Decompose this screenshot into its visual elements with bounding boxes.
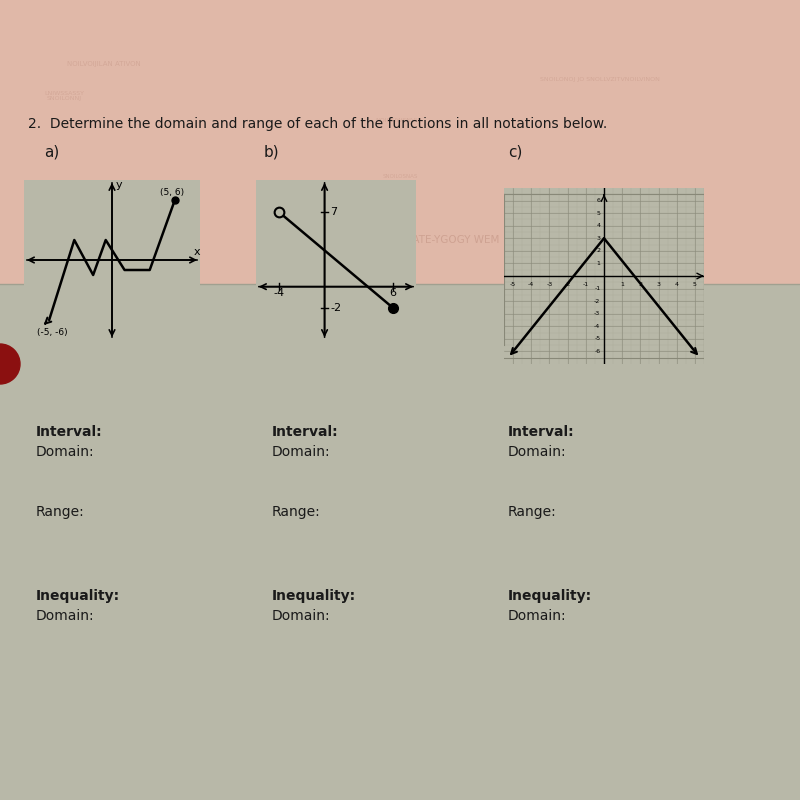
- Text: 5: 5: [597, 210, 600, 216]
- Text: a): a): [44, 145, 59, 159]
- Text: 6: 6: [597, 198, 600, 203]
- Text: Interval:: Interval:: [272, 425, 338, 439]
- Text: x: x: [194, 247, 200, 257]
- Text: b): b): [264, 145, 280, 159]
- Text: Domain:: Domain:: [508, 609, 566, 623]
- Text: 3: 3: [596, 236, 600, 241]
- Text: NOILVOIJILAN ATIVON: NOILVOIJILAN ATIVON: [67, 61, 141, 67]
- Text: 4: 4: [674, 282, 678, 287]
- Text: -2: -2: [330, 303, 342, 313]
- Text: 1: 1: [597, 261, 600, 266]
- Text: -5: -5: [594, 336, 600, 342]
- Text: 7: 7: [330, 207, 338, 217]
- Text: (-5, -6): (-5, -6): [37, 328, 67, 337]
- Text: -1: -1: [582, 282, 589, 287]
- Text: Domain:: Domain:: [36, 609, 94, 623]
- Bar: [0, 284, 800, 800]
- Text: Range:: Range:: [272, 505, 321, 519]
- Text: Interval:: Interval:: [508, 425, 574, 439]
- Text: Inequality:: Inequality:: [36, 589, 120, 603]
- Text: 3: 3: [657, 282, 661, 287]
- Text: y: y: [116, 180, 122, 190]
- Text: Inequality:: Inequality:: [508, 589, 592, 603]
- Text: GRAD NOTIAGITAN STATE-YGOGY WEM: GRAD NOTIAGITAN STATE-YGOGY WEM: [300, 235, 500, 245]
- Text: -4: -4: [274, 288, 285, 298]
- Text: -1: -1: [594, 286, 600, 291]
- Text: Range:: Range:: [508, 505, 557, 519]
- Text: LNIWSSASSY
SNOILONNJ: LNIWSSASSY SNOILONNJ: [44, 90, 84, 102]
- Text: (5, 6): (5, 6): [160, 188, 184, 197]
- Text: Inequality:: Inequality:: [272, 589, 356, 603]
- Text: Domain:: Domain:: [508, 445, 566, 459]
- Text: 1: 1: [620, 282, 624, 287]
- Text: 2: 2: [596, 248, 600, 254]
- Text: 2.  Determine the domain and range of each of the functions in all notations bel: 2. Determine the domain and range of eac…: [28, 117, 607, 131]
- Text: -3: -3: [594, 311, 600, 316]
- Text: 4: 4: [596, 223, 600, 228]
- Text: SNOILOSNAS: SNOILOSNAS: [382, 174, 418, 178]
- Text: -2: -2: [594, 298, 600, 304]
- Text: -4: -4: [594, 324, 600, 329]
- Text: 6: 6: [390, 288, 397, 298]
- Text: NOISSIWSNVUL: NOISSIWSNVUL: [376, 118, 424, 122]
- Text: Domain:: Domain:: [36, 445, 94, 459]
- Text: 5: 5: [693, 282, 697, 287]
- Text: c): c): [508, 145, 522, 159]
- Circle shape: [0, 344, 20, 384]
- Bar: [0, 0, 800, 284]
- Text: Domain:: Domain:: [272, 609, 330, 623]
- Text: -5: -5: [510, 282, 516, 287]
- Text: -4: -4: [528, 282, 534, 287]
- Text: -2: -2: [565, 282, 570, 287]
- Text: Range:: Range:: [36, 505, 85, 519]
- Text: -6: -6: [594, 349, 600, 354]
- Text: SNOILONOJ JO SNOLLVZITVNOILVINON: SNOILONOJ JO SNOLLVZITVNOILVINON: [540, 78, 660, 82]
- Text: Domain:: Domain:: [272, 445, 330, 459]
- Text: Interval:: Interval:: [36, 425, 102, 439]
- Text: 2: 2: [638, 282, 642, 287]
- Text: -3: -3: [546, 282, 553, 287]
